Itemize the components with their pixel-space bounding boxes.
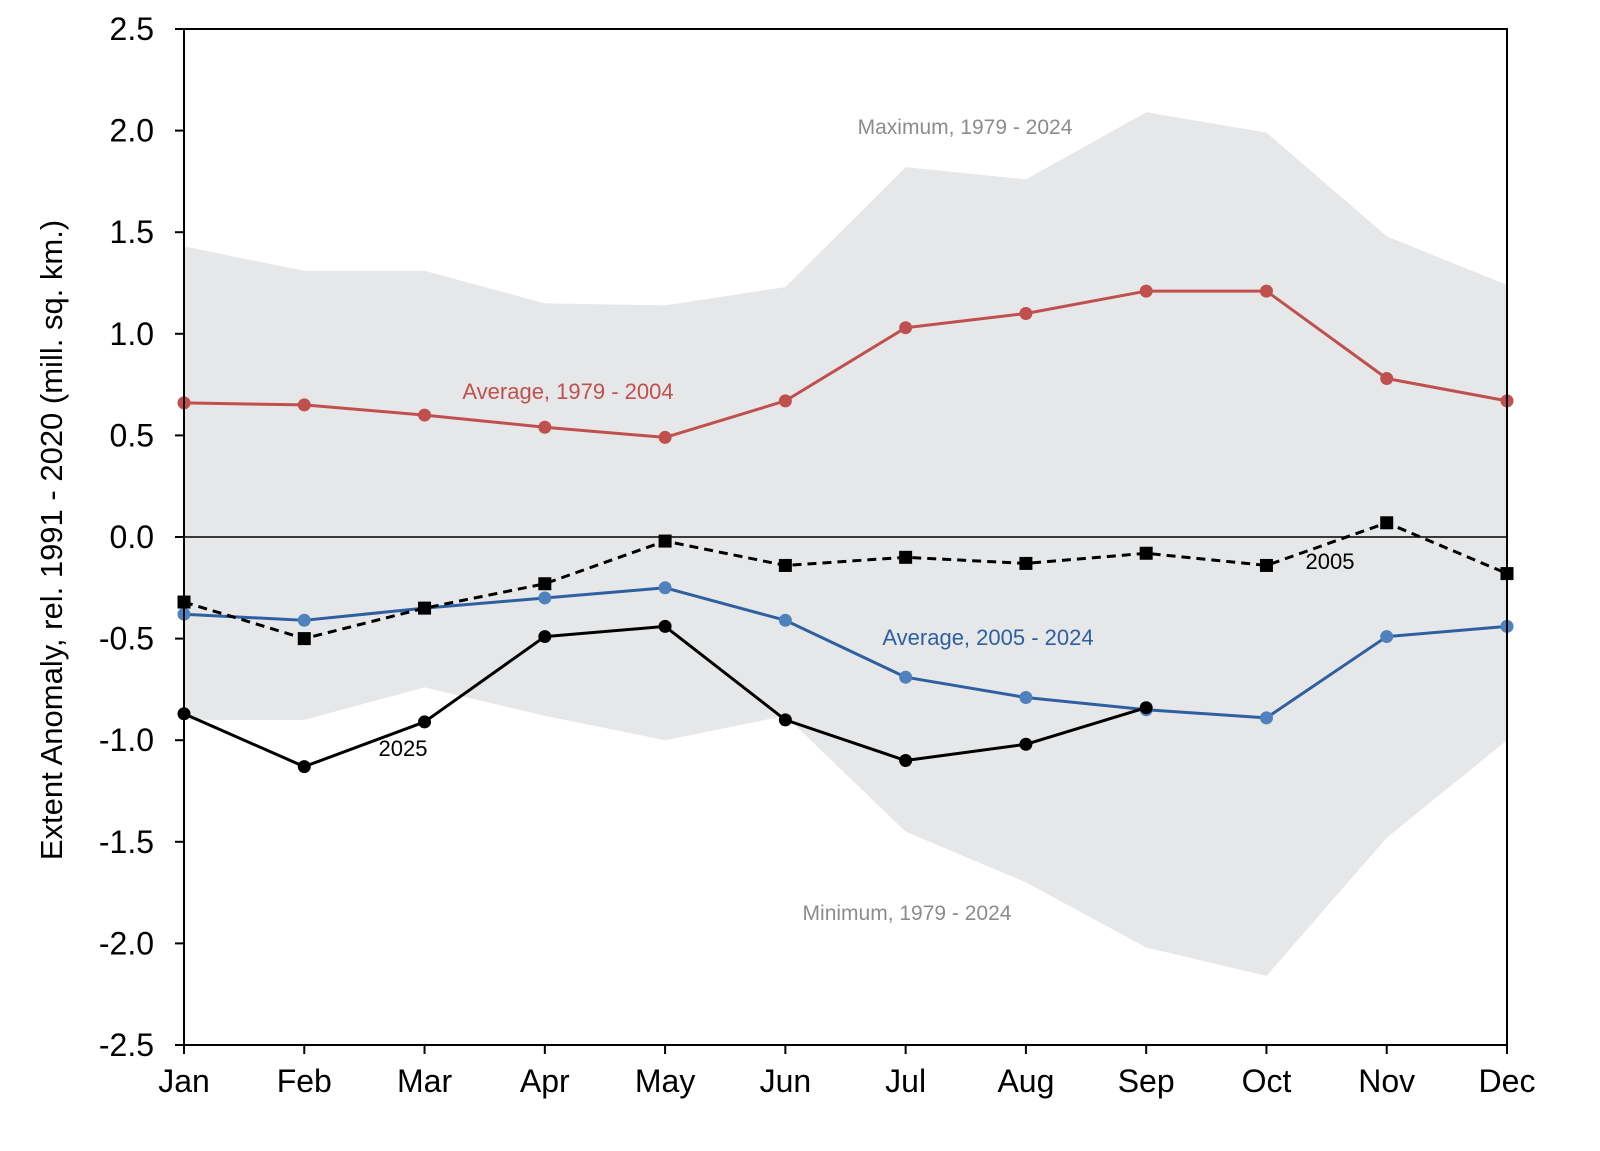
y-tick-label: 2.0	[110, 113, 154, 149]
series-2005-label: 2005	[1306, 549, 1355, 574]
x-tick-label: Feb	[277, 1063, 332, 1099]
x-tick-label: Oct	[1242, 1063, 1292, 1099]
data-point	[778, 613, 792, 627]
y-tick-label: 1.5	[110, 214, 154, 250]
data-point	[297, 613, 311, 627]
y-tick-label: -0.5	[99, 621, 154, 657]
data-point	[658, 619, 672, 633]
data-point	[538, 577, 552, 591]
series-2025	[177, 619, 1153, 774]
y-tick-label: -1.0	[99, 722, 154, 758]
data-point	[1019, 737, 1033, 751]
data-point	[658, 534, 672, 548]
min-max-range-band	[184, 112, 1507, 976]
data-point	[1259, 711, 1273, 725]
y-tick-label: 0.0	[110, 519, 154, 555]
data-point	[1019, 556, 1033, 570]
data-point	[899, 670, 913, 684]
data-point	[297, 632, 311, 646]
average-1979-2004-label: Average, 1979 - 2004	[462, 379, 673, 404]
x-tick-label: Nov	[1358, 1063, 1415, 1099]
y-axis-label: Extent Anomaly, rel. 1991 - 2020 (mill. …	[34, 220, 69, 860]
series-2005	[177, 516, 1514, 646]
data-point	[297, 760, 311, 774]
data-point	[297, 398, 311, 412]
x-tick-label: Jul	[885, 1063, 926, 1099]
x-tick-label: May	[635, 1063, 695, 1099]
x-axis: Jan Feb Mar Apr May Jun Jul Aug Sep Oct Nov Dec	[158, 1045, 1535, 1099]
average-2005-2024-label: Average, 2005 - 2024	[882, 625, 1093, 650]
data-point	[658, 430, 672, 444]
x-tick-label: Apr	[520, 1063, 570, 1099]
series-average-1979-2004	[177, 284, 1514, 444]
minimum-label: Minimum, 1979 - 2024	[803, 902, 1012, 925]
data-point	[658, 581, 672, 595]
data-point	[538, 591, 552, 605]
data-point	[418, 601, 432, 615]
data-point	[1380, 630, 1394, 644]
data-point	[1259, 284, 1273, 298]
data-point	[1019, 691, 1033, 705]
data-point	[899, 754, 913, 768]
series-layer	[177, 284, 1514, 774]
data-point	[778, 713, 792, 727]
data-point	[778, 394, 792, 408]
y-tick-label: 0.5	[110, 417, 154, 453]
x-tick-label: Mar	[397, 1063, 452, 1099]
y-tick-label: 2.5	[110, 11, 154, 47]
data-point	[538, 630, 552, 644]
data-point	[899, 550, 913, 564]
x-tick-label: Sep	[1118, 1063, 1175, 1099]
data-point	[1380, 516, 1394, 530]
series-line	[183, 586, 1508, 720]
data-point	[1139, 701, 1153, 715]
series-line	[183, 289, 1508, 439]
data-point	[899, 321, 913, 335]
series-2025-label: 2025	[379, 736, 428, 761]
y-tick-label: -2.0	[99, 925, 154, 961]
y-tick-label: -2.5	[99, 1027, 154, 1063]
x-tick-label: Jan	[158, 1063, 210, 1099]
data-point	[1380, 372, 1394, 386]
data-point	[1139, 284, 1153, 298]
y-tick-label: 1.0	[110, 316, 154, 352]
data-point	[1019, 306, 1033, 320]
x-tick-label: Aug	[997, 1063, 1054, 1099]
series-line	[183, 521, 1508, 641]
y-tick-label: -1.5	[99, 824, 154, 860]
data-point	[778, 558, 792, 572]
data-point	[418, 408, 432, 422]
y-axis: 2.5 2.0 1.5 1.0 0.5 0.0 -0.5 -1.0 -1.5 -2.0 -2.5	[99, 11, 184, 1063]
data-point	[538, 420, 552, 434]
data-point	[418, 715, 432, 729]
x-tick-label: Dec	[1479, 1063, 1536, 1099]
data-point	[1259, 558, 1273, 572]
maximum-label: Maximum, 1979 - 2024	[858, 116, 1073, 139]
data-point	[1139, 546, 1153, 560]
x-tick-label: Jun	[760, 1063, 812, 1099]
